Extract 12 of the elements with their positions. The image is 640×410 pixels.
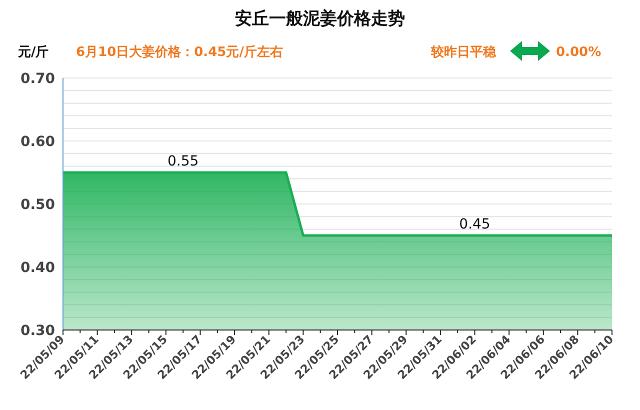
y-tick-label: 0.50 [20, 197, 56, 213]
y-tick-label: 0.60 [20, 134, 56, 150]
annotation: 0.45 [459, 216, 490, 232]
y-axis-title: 元/斤 [17, 44, 49, 60]
annotation: 0.55 [168, 154, 199, 170]
y-tick-label: 0.40 [20, 260, 56, 276]
text: 较昨日平稳 [430, 44, 497, 60]
y-tick-label: 0.70 [20, 71, 56, 87]
y-tick-label: 0.30 [20, 323, 56, 339]
text: 0.00% [556, 45, 602, 60]
chart-title: 安丘一般泥姜价格走势 [235, 8, 405, 29]
text: 6月10日大姜价格：0.45元/斤左右 [76, 44, 283, 60]
